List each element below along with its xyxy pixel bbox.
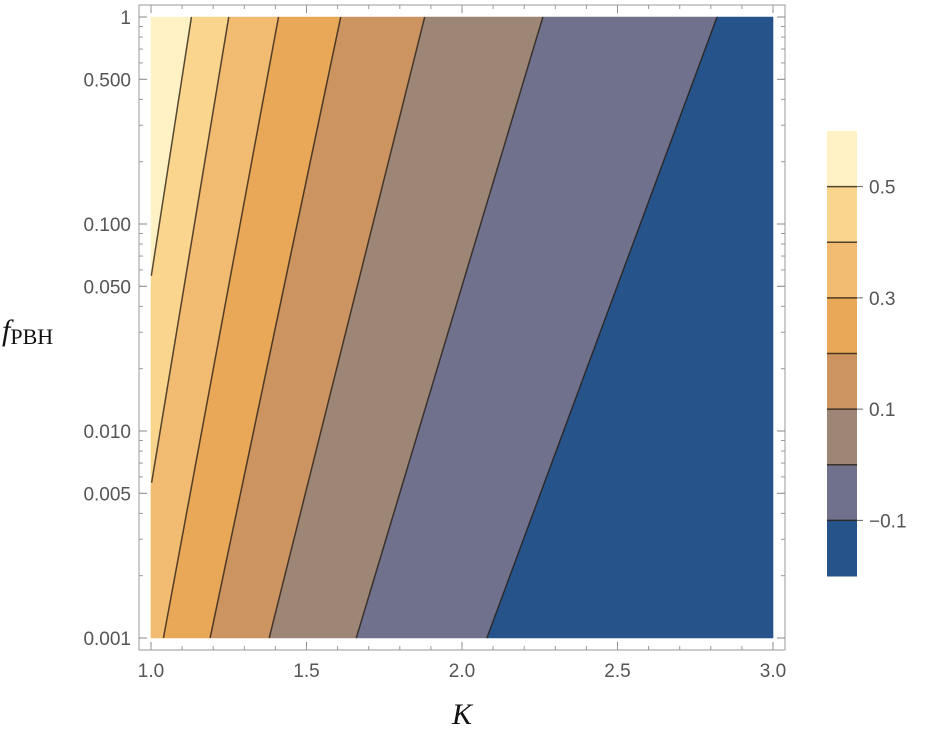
contour-line bbox=[150, 16, 230, 483]
y-tick-label: 0.005 bbox=[83, 484, 131, 505]
contour-line bbox=[268, 16, 426, 639]
colorbar-swatch bbox=[827, 409, 857, 466]
colorbar-tick-label: 0.1 bbox=[869, 400, 895, 421]
colorbar-swatch bbox=[827, 131, 857, 188]
contour-line bbox=[162, 16, 280, 639]
y-axis-label-sub: PBH bbox=[10, 324, 53, 349]
contour-lines bbox=[150, 16, 718, 639]
colorbar-tick-label: 0.5 bbox=[869, 178, 895, 199]
x-axis-label: K bbox=[451, 698, 474, 731]
colorbar: 0.5 0.3 0.1 −0.1 bbox=[827, 131, 907, 577]
colorbar-swatch bbox=[827, 520, 857, 577]
y-axis-label: fPBH bbox=[2, 314, 53, 349]
y-tick-label: 0.100 bbox=[83, 215, 131, 236]
x-tick-label: 1.0 bbox=[138, 661, 164, 682]
y-tick-label: 0.010 bbox=[83, 422, 131, 443]
contour-line bbox=[355, 16, 544, 639]
x-tick-label: 2.5 bbox=[604, 661, 630, 682]
x-tick-label: 2.0 bbox=[449, 661, 475, 682]
contour-line bbox=[486, 16, 718, 639]
contour-bands bbox=[150, 16, 774, 639]
x-axis-ticks: 1.0 1.5 2.0 2.5 3.0 bbox=[138, 5, 786, 682]
colorbar-swatch bbox=[827, 186, 857, 243]
y-tick-label: 0.050 bbox=[83, 277, 131, 298]
colorbar-swatch bbox=[827, 464, 857, 521]
contour-line bbox=[150, 16, 193, 276]
x-tick-label: 3.0 bbox=[760, 661, 786, 682]
colorbar-swatch bbox=[827, 353, 857, 410]
colorbar-tick-label: −0.1 bbox=[869, 511, 907, 532]
x-tick-label: 1.5 bbox=[293, 661, 319, 682]
contour-line bbox=[209, 16, 342, 639]
colorbar-tick-label: 0.3 bbox=[869, 289, 895, 310]
colorbar-swatch bbox=[827, 242, 857, 299]
y-tick-label: 1 bbox=[120, 8, 131, 29]
colorbar-swatch bbox=[827, 297, 857, 354]
y-axis-ticks: 0.001 0.005 0.010 0.050 0.100 0.500 1 bbox=[83, 8, 785, 650]
y-tick-label: 0.500 bbox=[83, 70, 131, 91]
y-tick-label: 0.001 bbox=[83, 629, 131, 650]
